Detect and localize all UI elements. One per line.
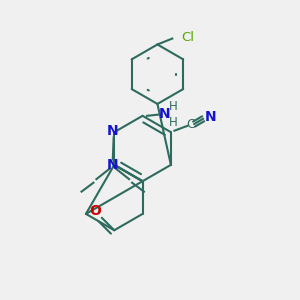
Text: C: C (186, 118, 195, 131)
Text: N: N (205, 110, 216, 124)
Text: N: N (107, 124, 118, 138)
Text: N: N (107, 158, 118, 172)
Text: Cl: Cl (181, 31, 194, 44)
Text: H: H (169, 116, 178, 129)
Text: O: O (89, 204, 101, 218)
Text: H: H (169, 100, 178, 113)
Text: N: N (159, 107, 171, 121)
